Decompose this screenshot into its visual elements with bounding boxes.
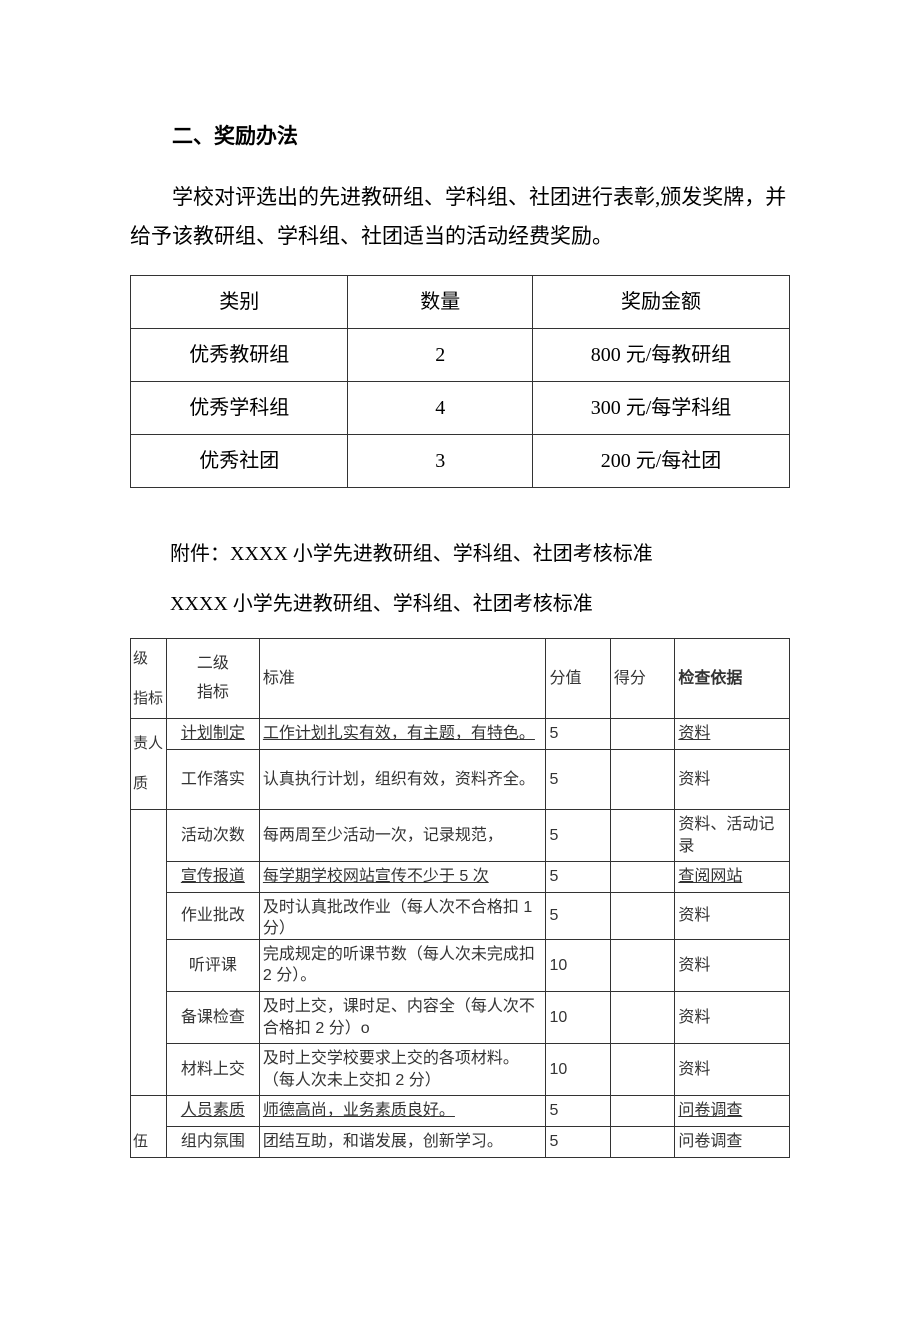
head-lvl1-bot: 指	[133, 690, 148, 707]
std-cell: 每学期学校网站宣传不少于 5 次	[259, 862, 546, 893]
basis-cell: 资料	[675, 719, 790, 750]
head-lvl2: 二级指标	[166, 639, 259, 719]
lvl1-g1-line2: 质	[133, 775, 148, 792]
head-score: 分值	[546, 639, 610, 719]
lvl2-cell: 组内氛围	[166, 1126, 259, 1157]
reward-cell: 800 元/每教研组	[532, 329, 789, 382]
score-cell: 10	[546, 1044, 610, 1096]
subtitle-line: XXXX 小学先进教研组、学科组、社团考核标准	[130, 588, 790, 620]
head-basis: 检查依据	[675, 639, 790, 719]
table-row: 类别 数量 奖励金额	[131, 276, 790, 329]
basis-cell: 资料、活动记录	[675, 809, 790, 861]
table-row: 组内氛围 团结互助，和谐发展，创新学习。 5 问卷调查	[131, 1126, 790, 1157]
lvl1-group2	[131, 809, 167, 1095]
table-row: 伍 人员素质 师德高尚，业务素质良好。 5 问卷调查	[131, 1096, 790, 1127]
basis-cell: 资料	[675, 1044, 790, 1096]
lvl2-cell: 工作落实	[166, 749, 259, 809]
attachment-line: 附件：XXXX 小学先进教研组、学科组、社团考核标准	[130, 538, 790, 570]
reward-cell: 300 元/每学科组	[532, 382, 789, 435]
score-cell: 5	[546, 1126, 610, 1157]
score-cell: 10	[546, 991, 610, 1043]
got-cell	[610, 991, 674, 1043]
reward-table: 类别 数量 奖励金额 优秀教研组 2 800 元/每教研组 优秀学科组 4 30…	[130, 275, 790, 488]
reward-cell: 优秀教研组	[131, 329, 348, 382]
got-cell	[610, 1044, 674, 1096]
criteria-table: 级 指指标标 二级指标 标准 分值 得分 检查依据 责人 质 计划制定 工作计划…	[130, 638, 790, 1157]
section-heading: 二、奖励办法	[130, 120, 790, 154]
got-cell	[610, 892, 674, 939]
head-got: 得分	[610, 639, 674, 719]
lvl2-cell: 作业批改	[166, 892, 259, 939]
table-row: 听评课 完成规定的听课节数（每人次未完成扣 2 分）。 10 资料	[131, 939, 790, 991]
reward-cell: 优秀学科组	[131, 382, 348, 435]
std-cell: 及时认真批改作业（每人次不合格扣 1 分）	[259, 892, 546, 939]
got-cell	[610, 1126, 674, 1157]
table-row: 责人 质 计划制定 工作计划扎实有效，有主题，有特色。 5 资料	[131, 719, 790, 750]
std-cell: 及时上交学校要求上交的各项材料。（每人次未上交扣 2 分）	[259, 1044, 546, 1096]
intro-paragraph: 学校对评选出的先进教研组、学科组、社团进行表彰,颁发奖牌，并给予该教研组、学科组…	[130, 178, 790, 258]
table-row: 备课检查 及时上交，课时足、内容全（每人次不合格扣 2 分）o 10 资料	[131, 991, 790, 1043]
reward-cell: 优秀社团	[131, 435, 348, 488]
score-cell: 5	[546, 809, 610, 861]
got-cell	[610, 749, 674, 809]
std-cell: 工作计划扎实有效，有主题，有特色。	[259, 719, 546, 750]
std-cell: 完成规定的听课节数（每人次未完成扣 2 分）。	[259, 939, 546, 991]
got-cell	[610, 862, 674, 893]
table-row: 级 指指标标 二级指标 标准 分值 得分 检查依据	[131, 639, 790, 719]
std-cell: 团结互助，和谐发展，创新学习。	[259, 1126, 546, 1157]
table-row: 宣传报道 每学期学校网站宣传不少于 5 次 5 查阅网站	[131, 862, 790, 893]
basis-cell: 资料	[675, 749, 790, 809]
score-cell: 5	[546, 749, 610, 809]
table-row: 优秀教研组 2 800 元/每教研组	[131, 329, 790, 382]
reward-cell: 2	[348, 329, 533, 382]
reward-header-qty: 数量	[348, 276, 533, 329]
score-cell: 5	[546, 892, 610, 939]
head-lvl1-top: 级	[133, 650, 148, 667]
table-row: 优秀学科组 4 300 元/每学科组	[131, 382, 790, 435]
lvl1-group1: 责人 质	[131, 719, 167, 810]
reward-cell: 4	[348, 382, 533, 435]
lvl2-cell: 活动次数	[166, 809, 259, 861]
head-std: 标准	[259, 639, 546, 719]
score-cell: 10	[546, 939, 610, 991]
score-cell: 5	[546, 719, 610, 750]
lvl2-cell: 备课检查	[166, 991, 259, 1043]
basis-cell: 问卷调查	[675, 1096, 790, 1127]
table-row: 优秀社团 3 200 元/每社团	[131, 435, 790, 488]
got-cell	[610, 809, 674, 861]
table-row: 材料上交 及时上交学校要求上交的各项材料。（每人次未上交扣 2 分） 10 资料	[131, 1044, 790, 1096]
basis-cell: 资料	[675, 939, 790, 991]
basis-cell: 查阅网站	[675, 862, 790, 893]
basis-cell: 资料	[675, 892, 790, 939]
table-row: 作业批改 及时认真批改作业（每人次不合格扣 1 分） 5 资料	[131, 892, 790, 939]
std-inner: 及时认真批改作业（每人次不合格扣 1 分）	[263, 897, 543, 935]
head-lvl1: 级 指指标标	[131, 639, 167, 719]
lvl2-cell: 听评课	[166, 939, 259, 991]
reward-cell: 200 元/每社团	[532, 435, 789, 488]
table-row: 活动次数 每两周至少活动一次，记录规范， 5 资料、活动记录	[131, 809, 790, 861]
lvl2-cell: 宣传报道	[166, 862, 259, 893]
lvl2-cell: 计划制定	[166, 719, 259, 750]
basis-cell: 问卷调查	[675, 1126, 790, 1157]
reward-header-amount: 奖励金额	[532, 276, 789, 329]
score-cell: 5	[546, 1096, 610, 1127]
lvl2-cell: 材料上交	[166, 1044, 259, 1096]
std-cell: 每两周至少活动一次，记录规范，	[259, 809, 546, 861]
got-cell	[610, 719, 674, 750]
std-cell: 及时上交，课时足、内容全（每人次不合格扣 2 分）o	[259, 991, 546, 1043]
basis-cell: 资料	[675, 991, 790, 1043]
table-row: 工作落实 认真执行计划，组织有效，资料齐全。 5 资料	[131, 749, 790, 809]
lvl1-group3: 伍	[131, 1096, 167, 1157]
got-cell	[610, 1096, 674, 1127]
reward-cell: 3	[348, 435, 533, 488]
lvl2-cell: 人员素质	[166, 1096, 259, 1127]
reward-header-category: 类别	[131, 276, 348, 329]
score-cell: 5	[546, 862, 610, 893]
got-cell	[610, 939, 674, 991]
std-cell: 师德高尚，业务素质良好。	[259, 1096, 546, 1127]
std-cell: 认真执行计划，组织有效，资料齐全。	[259, 749, 546, 809]
lvl1-g1-line1: 责人	[133, 735, 163, 752]
